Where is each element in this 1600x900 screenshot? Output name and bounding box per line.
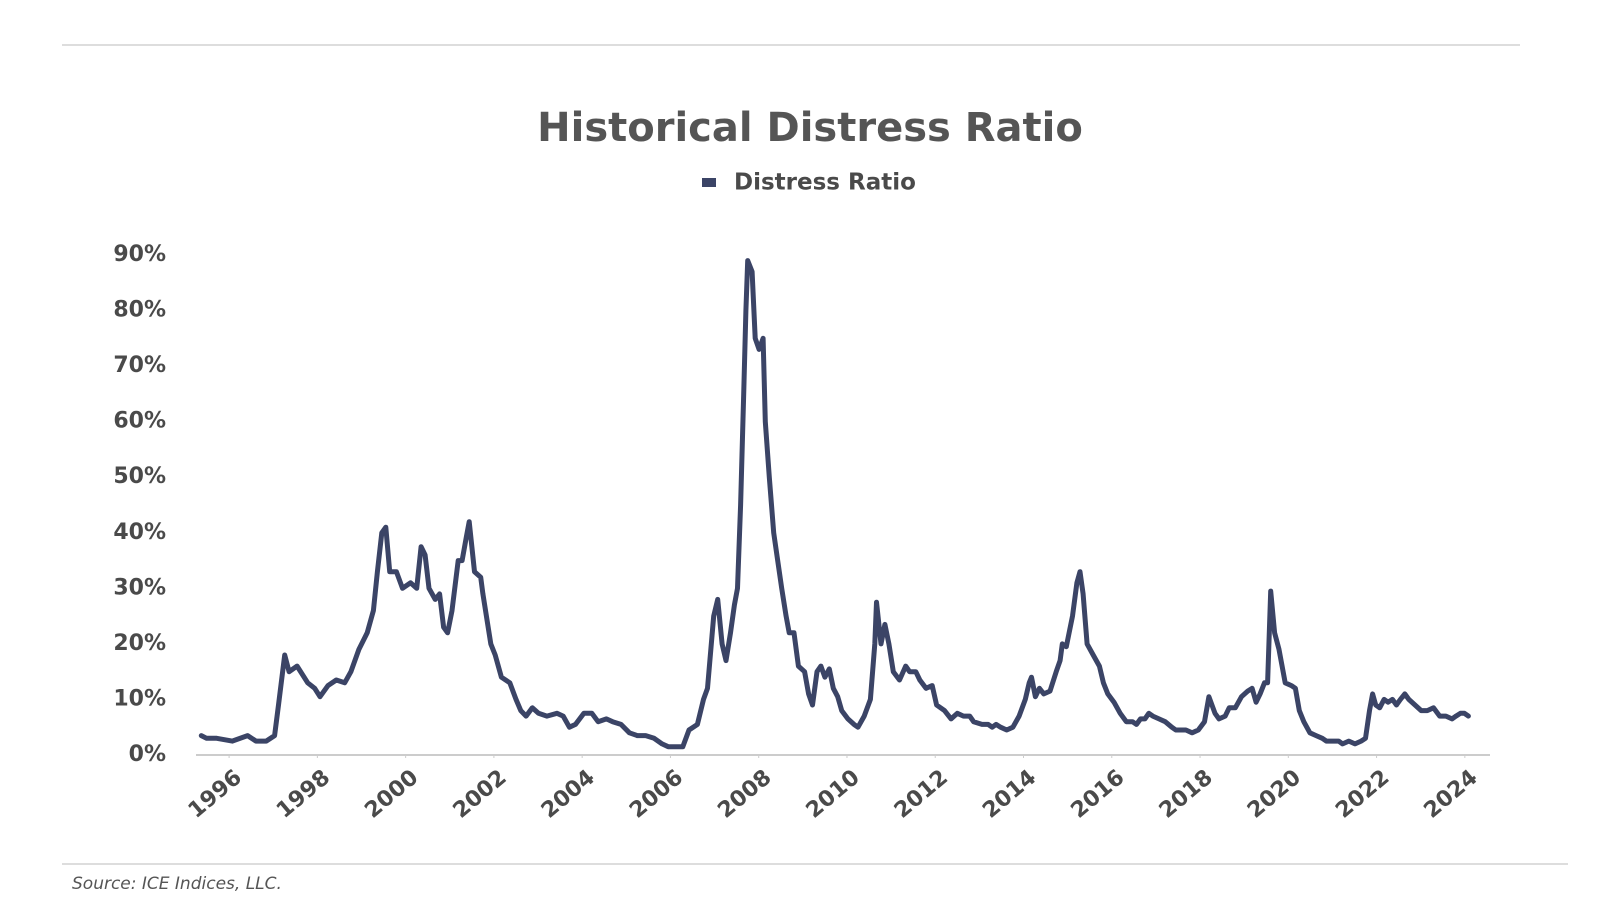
x-tick-label: 2004 bbox=[537, 765, 600, 824]
x-tick-label: 1998 bbox=[272, 765, 335, 824]
y-tick-label: 60% bbox=[113, 409, 166, 434]
x-tick-label: 2000 bbox=[360, 765, 423, 824]
y-tick-label: 0% bbox=[129, 742, 166, 767]
y-tick-label: 30% bbox=[113, 575, 166, 600]
y-tick-label: 40% bbox=[113, 520, 166, 545]
x-tick-label: 2024 bbox=[1420, 765, 1483, 824]
x-tick-label: 2016 bbox=[1067, 765, 1130, 824]
y-tick-label: 50% bbox=[113, 464, 166, 489]
y-tick-label: 80% bbox=[113, 298, 166, 323]
x-tick-label: 2010 bbox=[802, 765, 865, 824]
x-tick-label: 2006 bbox=[625, 765, 688, 824]
chart-title: Historical Distress Ratio bbox=[537, 105, 1083, 151]
y-tick-label: 70% bbox=[113, 353, 166, 378]
x-tick-label: 1996 bbox=[184, 765, 247, 824]
x-tick-label: 2022 bbox=[1331, 765, 1394, 824]
x-tick-label: 2008 bbox=[713, 765, 776, 824]
y-tick-label: 20% bbox=[113, 631, 166, 656]
legend-swatch bbox=[702, 178, 716, 187]
x-tick-label: 2014 bbox=[978, 765, 1041, 824]
x-tick-label: 2002 bbox=[449, 765, 512, 824]
legend-label: Distress Ratio bbox=[734, 170, 916, 196]
data-line bbox=[198, 258, 1471, 750]
y-tick-label: 10% bbox=[113, 686, 166, 711]
source-note: Source: ICE Indices, LLC. bbox=[72, 874, 282, 894]
y-tick-label: 90% bbox=[113, 242, 166, 267]
x-tick-label: 2018 bbox=[1155, 765, 1218, 824]
x-tick-label: 2020 bbox=[1243, 765, 1306, 824]
x-tick-label: 2012 bbox=[890, 765, 953, 824]
